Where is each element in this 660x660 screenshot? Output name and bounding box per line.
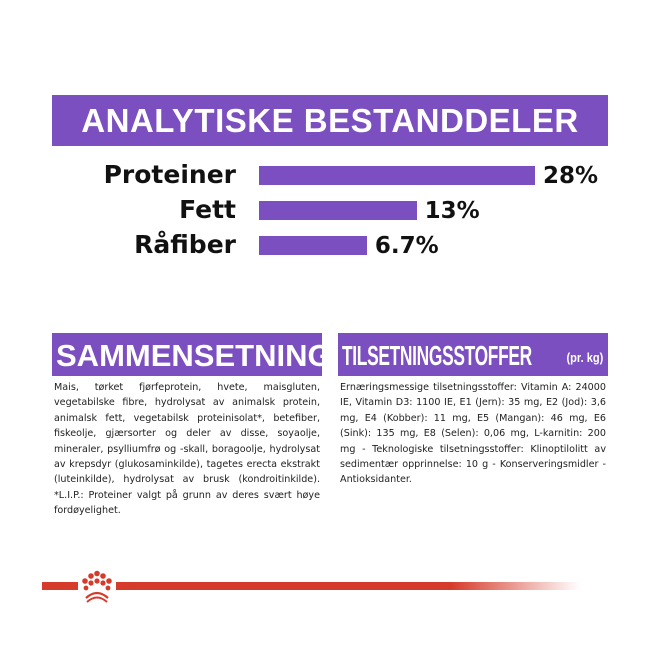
royal-canin-crown-icon [42,570,580,603]
composition-text: Mais, tørket fjørfeprotein, hvete, maisg… [54,382,320,517]
additives-title: TILSETNINGSSTOFFER [342,340,532,371]
analysis-label: Fett [179,195,236,224]
analysis-bar [259,201,417,220]
additives-header: TILSETNINGSSTOFFER (pr. kg) [338,333,608,376]
analysis-label: Proteiner [103,160,236,189]
analysis-row: Råfiber 6.7% [0,228,660,262]
analysis-banner: ANALYTISKE BESTANDDELER [52,95,608,146]
analysis-bar [259,166,535,185]
analysis-value: 6.7% [374,233,439,259]
analysis-bar [259,236,367,255]
analysis-value: 28% [543,163,599,189]
additives-unit: (pr. kg) [566,350,603,365]
composition-title: SAMMENSETNING [52,333,322,376]
analysis-row: Fett 13% [0,193,660,227]
analysis-label: Råfiber [134,230,236,259]
additives-text: Ernæringsmessige tilsetningsstoffer: Vit… [340,382,606,486]
analysis-value: 13% [424,198,480,224]
analysis-row: Proteiner 28% [0,158,660,192]
composition-section: SAMMENSETNING Mais, tørket fjørfeprotein… [52,333,322,519]
additives-section: TILSETNINGSSTOFFER (pr. kg) Ernæringsmes… [338,333,608,488]
